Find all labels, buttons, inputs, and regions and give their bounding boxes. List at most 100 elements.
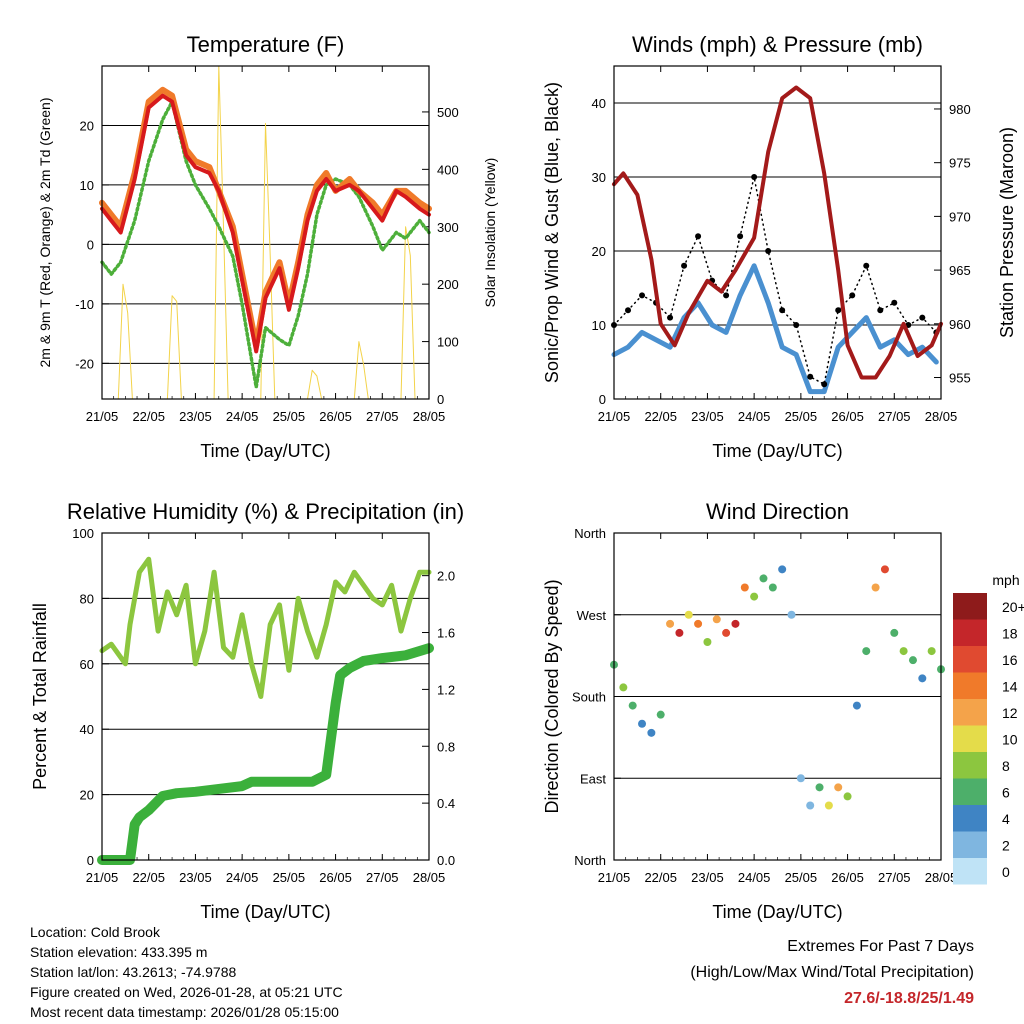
y2-tick-label: 2.0 bbox=[437, 569, 455, 584]
x-tick-label: 24/05 bbox=[226, 870, 259, 885]
chart-title: Winds (mph) & Pressure (mb) bbox=[632, 32, 923, 57]
y-tick-label: East bbox=[580, 771, 606, 786]
x-tick-label: 22/05 bbox=[132, 409, 165, 424]
direction-point bbox=[666, 619, 675, 628]
y-tick-label: 40 bbox=[80, 722, 94, 737]
direction-point bbox=[806, 801, 815, 810]
direction-point bbox=[619, 683, 628, 692]
x-axis-label: Time (Day/UTC) bbox=[712, 441, 842, 461]
colorbar-label: 16 bbox=[1002, 652, 1018, 668]
x-tick-label: 22/05 bbox=[132, 870, 165, 885]
colorbar-swatch bbox=[953, 752, 987, 779]
info-created: Figure created on Wed, 2026-01-28, at 05… bbox=[30, 984, 343, 1000]
pressure-line bbox=[612, 85, 943, 380]
x-tick-label: 27/05 bbox=[878, 409, 911, 424]
x-tick-label: 24/05 bbox=[738, 409, 771, 424]
direction-point bbox=[778, 565, 787, 574]
y-tick-label: 0 bbox=[599, 392, 606, 407]
direction-point bbox=[899, 647, 908, 656]
info-location: Location: Cold Brook bbox=[30, 924, 160, 940]
direction-point bbox=[694, 619, 703, 628]
gust-point bbox=[807, 373, 814, 380]
x-tick-label: 25/05 bbox=[785, 409, 818, 424]
direction-point bbox=[815, 783, 824, 792]
y-axis-label: 2m & 9m T (Red, Orange) & 2m Td (Green) bbox=[37, 98, 53, 368]
colorbar-swatch bbox=[953, 672, 987, 699]
y-tick-label: 40 bbox=[592, 96, 606, 111]
y-tick-label: 80 bbox=[80, 591, 94, 606]
direction-point bbox=[871, 583, 880, 592]
y-tick-label: 30 bbox=[592, 170, 606, 185]
y2-tick-label: 400 bbox=[437, 162, 459, 177]
y2-tick-label: 1.2 bbox=[437, 682, 455, 697]
direction-point bbox=[628, 701, 637, 710]
x-tick-label: 22/05 bbox=[644, 409, 677, 424]
direction-point bbox=[638, 719, 647, 728]
x-tick-label: 21/05 bbox=[86, 870, 119, 885]
colorbar-label: 14 bbox=[1002, 679, 1018, 695]
colorbar-label: 6 bbox=[1002, 785, 1010, 801]
gust-point bbox=[765, 248, 772, 254]
direction-point bbox=[918, 674, 927, 683]
x-tick-label: 23/05 bbox=[691, 409, 724, 424]
direction-point bbox=[862, 647, 871, 656]
colorbar-label: 10 bbox=[1002, 732, 1018, 748]
x-axis-label: Time (Day/UTC) bbox=[712, 902, 842, 922]
x-tick-label: 25/05 bbox=[273, 409, 306, 424]
direction-point bbox=[880, 565, 889, 574]
y-tick-label: 20 bbox=[80, 788, 94, 803]
colorbar-swatch bbox=[953, 805, 987, 832]
y2-tick-label: 0.0 bbox=[437, 853, 455, 868]
temp-2m-line bbox=[100, 93, 431, 354]
y2-tick-label: 0 bbox=[437, 392, 444, 407]
y-tick-label: 60 bbox=[80, 657, 94, 672]
direction-point bbox=[796, 774, 805, 783]
info-elevation: Station elevation: 433.395 m bbox=[30, 944, 208, 960]
chart-title: Relative Humidity (%) & Precipitation (i… bbox=[67, 499, 464, 524]
direction-point bbox=[684, 610, 693, 619]
direction-point bbox=[852, 701, 861, 710]
direction-point bbox=[750, 592, 759, 601]
temp-9m-line bbox=[99, 86, 432, 349]
y-tick-label: North bbox=[574, 853, 606, 868]
gust-point bbox=[751, 174, 758, 180]
y-tick-label: 10 bbox=[592, 318, 606, 333]
y2-tick-label: 500 bbox=[437, 105, 459, 120]
y2-tick-label: 100 bbox=[437, 335, 459, 350]
direction-point bbox=[731, 619, 740, 628]
colorbar-label: 0 bbox=[1002, 864, 1010, 880]
y2-tick-label: 975 bbox=[949, 156, 971, 171]
info-block: Location: Cold Brook Station elevation: … bbox=[30, 922, 343, 1022]
y2-tick-label: 955 bbox=[949, 371, 971, 386]
y-tick-label: North bbox=[574, 526, 606, 541]
colorbar-label: 4 bbox=[1002, 811, 1010, 827]
direction-point bbox=[647, 728, 656, 737]
x-tick-label: 21/05 bbox=[86, 409, 119, 424]
x-tick-label: 28/05 bbox=[413, 870, 446, 885]
x-tick-label: 27/05 bbox=[366, 870, 399, 885]
y-axis-label: Sonic/Prop Wind & Gust (Blue, Black) bbox=[542, 82, 562, 383]
gust-point bbox=[667, 314, 674, 321]
y2-axis-label: Solar Insolation (Yellow) bbox=[482, 158, 498, 308]
x-tick-label: 26/05 bbox=[831, 409, 864, 424]
info-recent: Most recent data timestamp: 2026/01/28 0… bbox=[30, 1004, 339, 1020]
colorbar-swatch bbox=[953, 831, 987, 858]
colorbar-label: 2 bbox=[1002, 838, 1010, 854]
gust-point bbox=[891, 299, 898, 306]
chart-title: Temperature (F) bbox=[187, 32, 345, 57]
colorbar-swatch bbox=[953, 725, 987, 752]
colorbar-label: 8 bbox=[1002, 758, 1010, 774]
direction-point bbox=[740, 583, 749, 592]
direction-point bbox=[656, 710, 665, 719]
y2-tick-label: 200 bbox=[437, 277, 459, 292]
y-tick-label: South bbox=[572, 690, 606, 705]
y-tick-label: 20 bbox=[592, 244, 606, 259]
solar-insolation-line bbox=[101, 65, 430, 400]
x-tick-label: 22/05 bbox=[644, 870, 677, 885]
y-tick-label: 20 bbox=[80, 118, 94, 133]
colorbar-swatch bbox=[953, 778, 987, 805]
plot-border bbox=[101, 532, 430, 861]
gust-point bbox=[695, 233, 702, 240]
x-tick-label: 21/05 bbox=[598, 409, 631, 424]
y-tick-label: 100 bbox=[72, 526, 94, 541]
